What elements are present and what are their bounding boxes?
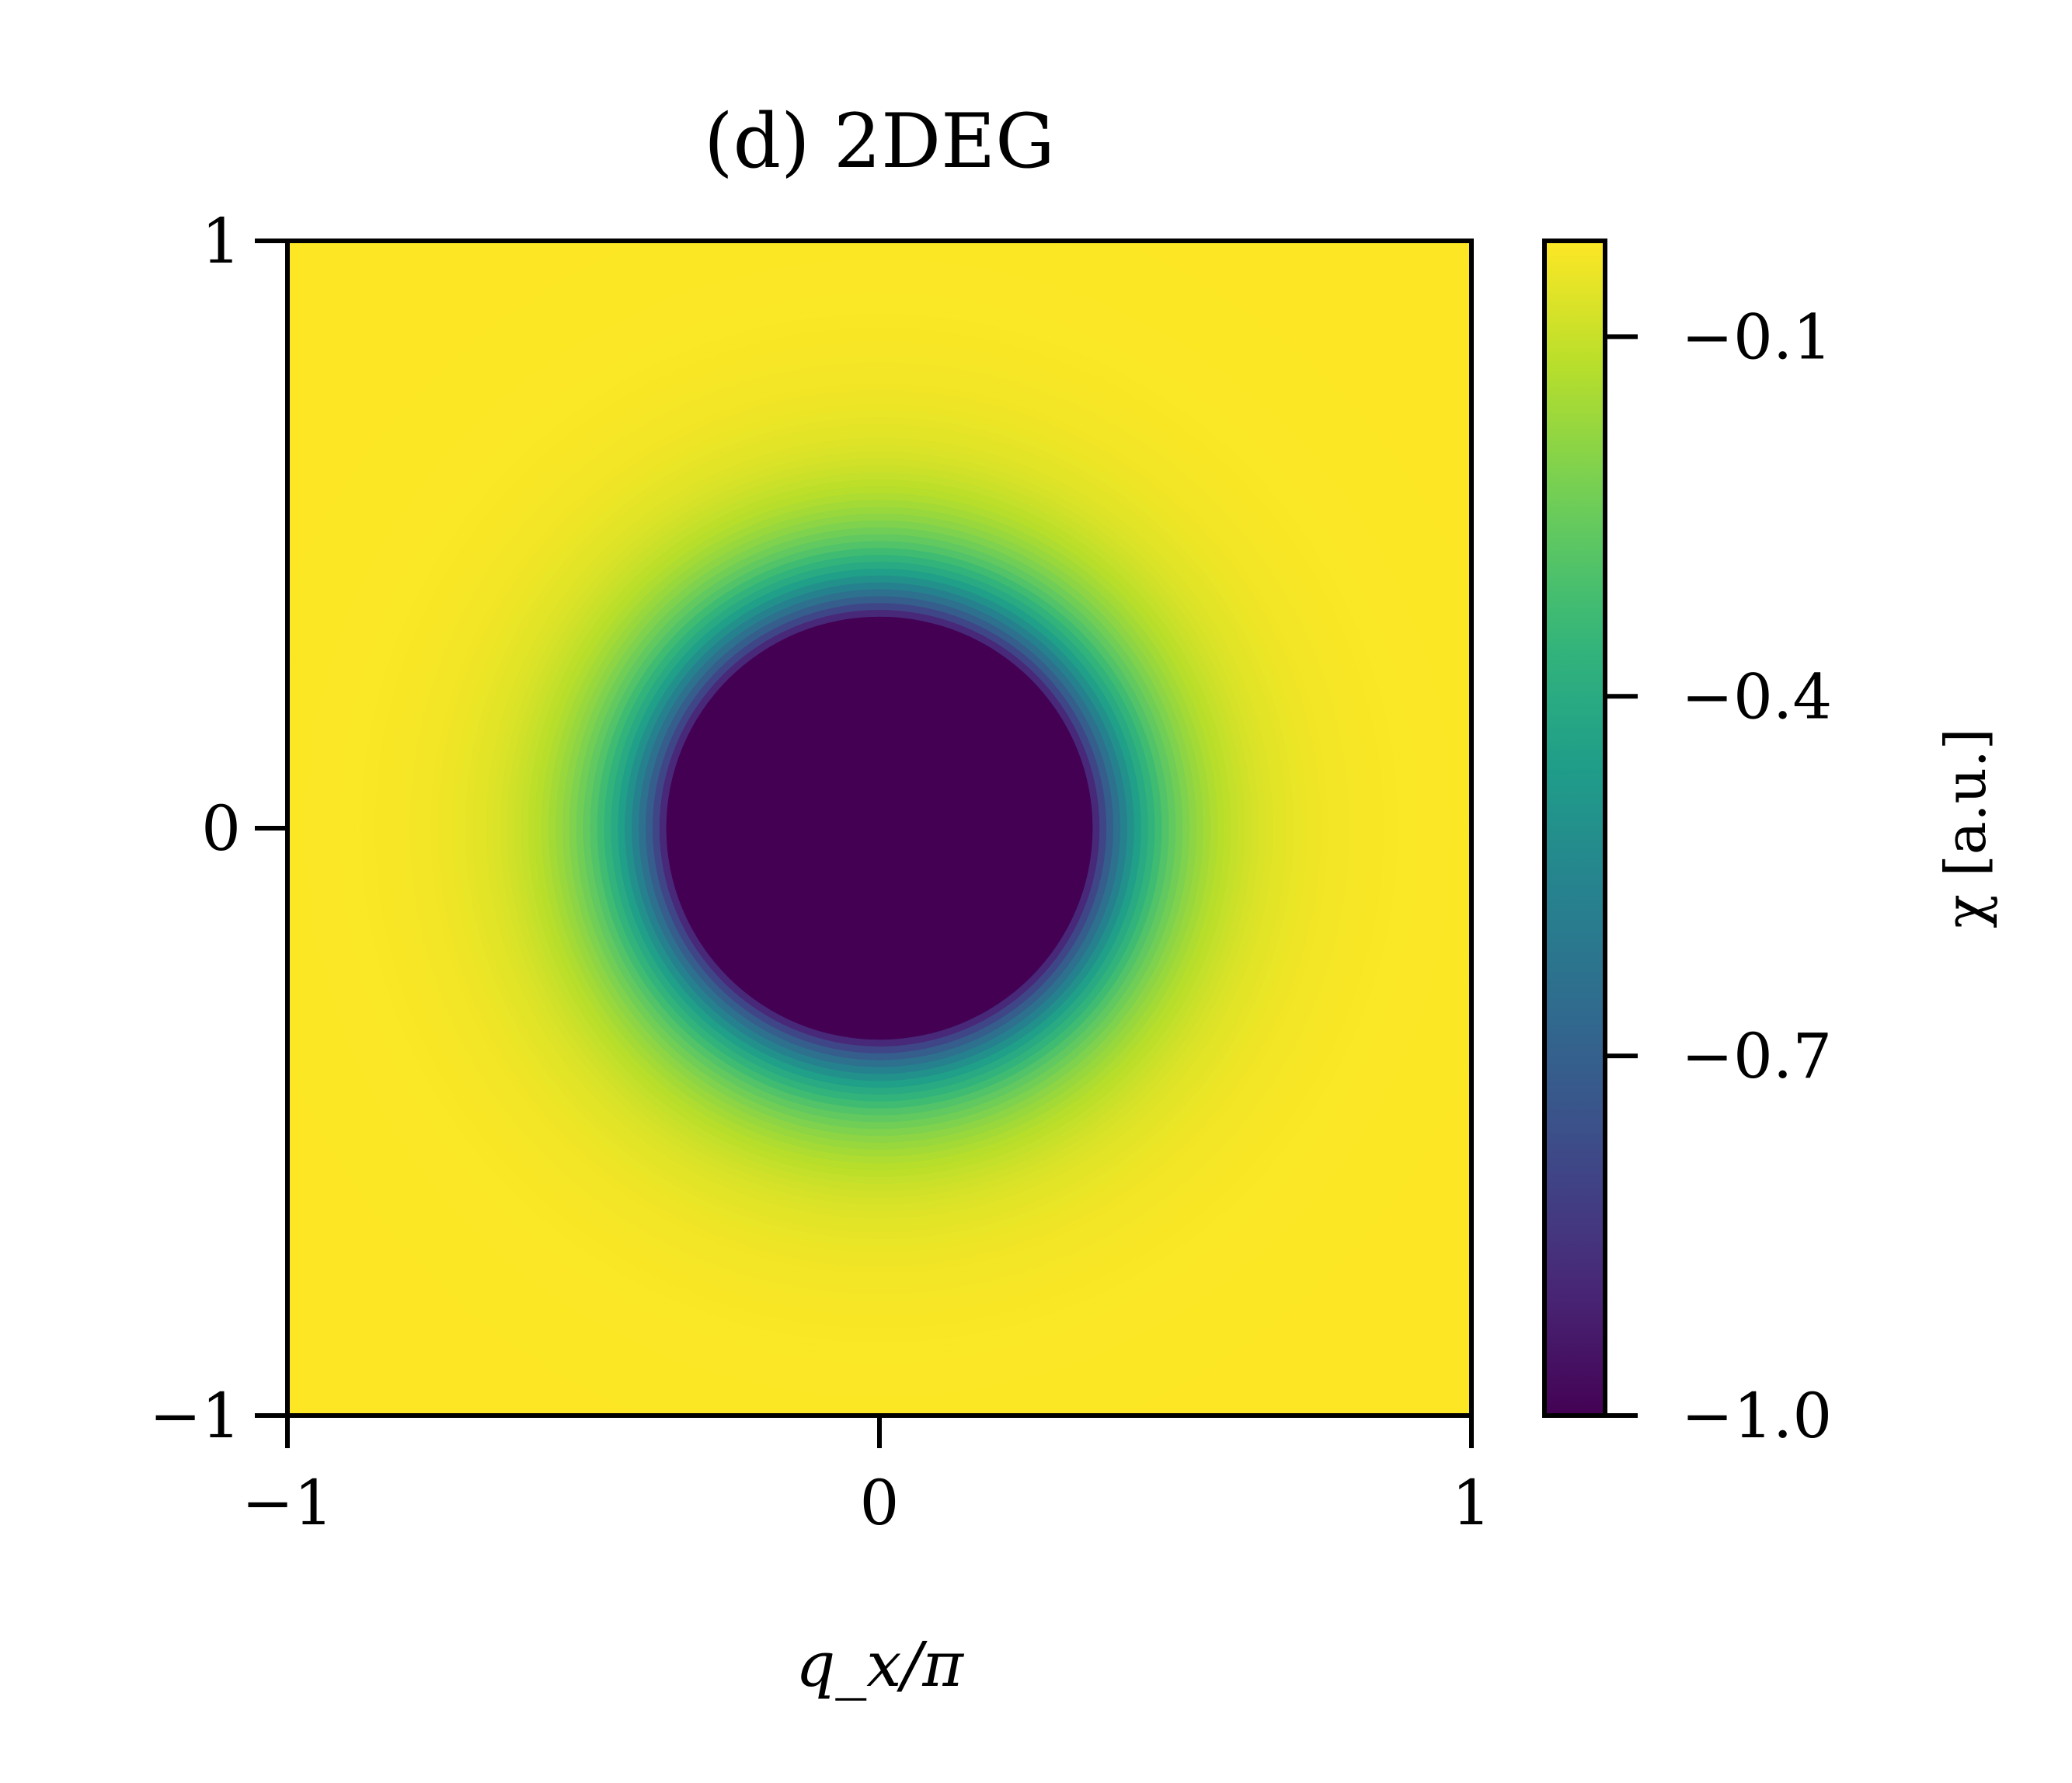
y-tick-label: −1 — [149, 1380, 241, 1452]
colorbar-tick-label: −0.4 — [1681, 660, 1832, 733]
y-axis: −1 0 1 — [149, 205, 287, 1452]
plot-area — [287, 241, 1471, 1416]
chart-title: (d) 2DEG — [704, 98, 1055, 185]
x-axis-label: q_x/π — [796, 1628, 964, 1701]
colorbar-label: χ [a.u.] — [1933, 728, 1998, 928]
y-tick-label: 1 — [201, 205, 241, 277]
x-tick-label: 0 — [860, 1467, 900, 1539]
x-tick-label: −1 — [242, 1467, 333, 1539]
y-tick-label: 0 — [201, 792, 241, 865]
colorbar — [1542, 239, 1607, 1418]
x-tick-label: 1 — [1452, 1467, 1492, 1539]
heatmap-contours — [287, 241, 1471, 1416]
colorbar-tick-label: −0.7 — [1681, 1020, 1832, 1092]
x-axis: −1 0 1 — [242, 1416, 1491, 1539]
fermi-circle-plateau — [666, 616, 1093, 1040]
colorbar-axis: −0.1 −0.4 −0.7 −1.0 — [1605, 301, 1832, 1452]
colorbar-tick-label: −0.1 — [1681, 301, 1832, 373]
colorbar-tick-label: −1.0 — [1681, 1380, 1832, 1452]
